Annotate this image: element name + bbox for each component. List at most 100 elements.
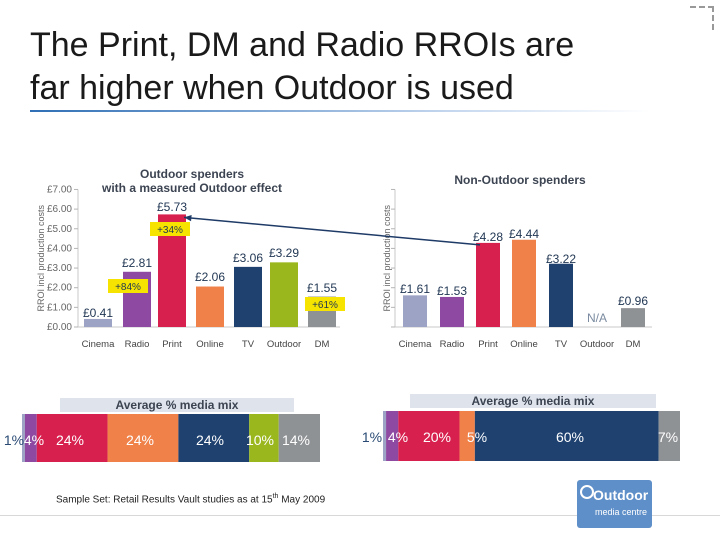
y-tick-label: £0.00 xyxy=(47,322,72,333)
bar-tv xyxy=(234,266,262,327)
data-label-print: £5.73 xyxy=(157,200,187,214)
title-rule xyxy=(30,110,650,112)
mix-segment-radio xyxy=(24,414,37,462)
mix-label-cinema: 1% xyxy=(4,432,24,448)
uplift-label: +84% xyxy=(115,282,141,293)
x-tick-label-radio: Radio xyxy=(125,339,150,350)
logo-word: Outdoor xyxy=(593,487,649,503)
x-tick-label-online: Online xyxy=(510,339,537,350)
mix-title: Average % media mix xyxy=(472,394,595,408)
x-tick-label-outdoor: Outdoor xyxy=(267,339,301,350)
footnote-sup: th xyxy=(272,493,279,500)
mix-label-dm: 14% xyxy=(282,432,310,448)
y-axis-label: RROI incl production costs xyxy=(382,204,392,311)
y-tick-label: £5.00 xyxy=(47,224,72,235)
mix-label-outdoor: 10% xyxy=(246,432,274,448)
uplift-label: +34% xyxy=(157,225,183,236)
mix-header-band xyxy=(410,394,656,408)
corner-decoration xyxy=(690,6,714,30)
mix-label-tv: 60% xyxy=(556,429,584,445)
data-label-outdoor: £3.29 xyxy=(269,246,299,260)
x-tick-label-outdoor: Outdoor xyxy=(580,339,614,350)
x-tick-label-cinema: Cinema xyxy=(399,339,432,350)
mix-title: Average % media mix xyxy=(116,398,239,412)
data-label-online: £4.44 xyxy=(509,227,539,241)
mix-segment-dm xyxy=(278,414,320,462)
mix-label-online: 5% xyxy=(467,429,487,445)
mix-segment-tv xyxy=(178,414,250,462)
y-tick-label: £7.00 xyxy=(47,184,72,195)
mix-segment-cinema xyxy=(383,411,387,461)
y-tick-label: £2.00 xyxy=(47,283,72,294)
logo-mark-icon xyxy=(580,485,594,499)
mix-segment-cinema xyxy=(22,414,25,462)
data-label-tv: £3.22 xyxy=(546,252,576,266)
comparison-arrow xyxy=(183,216,481,246)
footnote-date: May 2009 xyxy=(278,494,326,506)
y-tick-label: £1.00 xyxy=(47,302,72,313)
uplift-box xyxy=(305,297,345,311)
y-tick-label: £3.00 xyxy=(47,263,72,274)
title-line-1: The Print, DM and Radio RROIs are xyxy=(30,26,575,64)
mix-label-radio: 4% xyxy=(388,429,408,445)
footnote-text: Sample Set: Retail Results Vault studies… xyxy=(56,494,273,506)
mix-label-print: 24% xyxy=(56,432,84,448)
uplift-box xyxy=(108,279,148,293)
mix-segment-dm xyxy=(658,411,680,461)
data-label-outdoor: N/A xyxy=(587,311,607,325)
mix-segment-online xyxy=(459,411,475,461)
y-axis-label: RROI incl production costs xyxy=(36,204,46,311)
mix-segment-online xyxy=(107,414,179,462)
mix-label-dm: 7% xyxy=(658,429,678,445)
chart-title-line-2: with a measured Outdoor effect xyxy=(101,181,282,195)
mix-label-tv: 24% xyxy=(196,432,224,448)
bar-radio xyxy=(440,296,464,327)
chart-title: Non-Outdoor spenders xyxy=(454,173,586,187)
footnote: Sample Set: Retail Results Vault studies… xyxy=(56,493,325,505)
data-label-cinema: £1.61 xyxy=(400,282,430,296)
bar-print xyxy=(476,242,500,327)
x-tick-label-dm: DM xyxy=(626,339,641,350)
mix-segment-print xyxy=(36,414,108,462)
bar-dm xyxy=(621,308,645,327)
uplift-box xyxy=(150,222,190,236)
data-label-tv: £3.06 xyxy=(233,251,263,265)
bar-online xyxy=(512,239,536,327)
mix-label-cinema: 1% xyxy=(362,429,382,445)
mix-label-radio: 4% xyxy=(24,432,44,448)
x-tick-label-tv: TV xyxy=(242,339,255,350)
data-label-print: £4.28 xyxy=(473,230,503,244)
data-label-radio: £2.81 xyxy=(122,256,152,270)
mix-label-online: 24% xyxy=(126,432,154,448)
mix-label-print: 20% xyxy=(423,429,451,445)
data-label-cinema: £0.41 xyxy=(83,306,113,320)
uplift-label: +61% xyxy=(312,300,338,311)
x-tick-label-cinema: Cinema xyxy=(82,339,115,350)
mix-segment-radio xyxy=(386,411,399,461)
x-tick-label-tv: TV xyxy=(555,339,568,350)
bar-online xyxy=(196,286,224,327)
bar-tv xyxy=(549,263,573,327)
y-tick-label: £6.00 xyxy=(47,204,72,215)
logo-subtitle: media centre xyxy=(595,507,648,517)
title-line-2: far higher when Outdoor is used xyxy=(30,69,514,107)
bar-cinema xyxy=(84,318,112,327)
mix-header-band xyxy=(60,398,294,412)
bar-outdoor xyxy=(270,262,298,327)
data-label-radio: £1.53 xyxy=(437,284,467,298)
mix-segment-print xyxy=(398,411,460,461)
slide-title: The Print, DM and Radio RROIs are far hi… xyxy=(30,24,670,110)
mix-segment-outdoor xyxy=(249,414,279,462)
arrow-head xyxy=(184,214,192,222)
chart-title-line-1: Outdoor spenders xyxy=(140,167,244,181)
x-tick-label-dm: DM xyxy=(315,339,330,350)
x-tick-label-print: Print xyxy=(478,339,498,350)
footer-divider xyxy=(0,515,720,516)
outdoor-media-centre-logo: Outdoor media centre xyxy=(577,480,652,528)
bar-cinema xyxy=(403,295,427,327)
x-tick-label-online: Online xyxy=(196,339,223,350)
y-tick-label: £4.00 xyxy=(47,243,72,254)
data-label-online: £2.06 xyxy=(195,270,225,284)
x-tick-label-print: Print xyxy=(162,339,182,350)
